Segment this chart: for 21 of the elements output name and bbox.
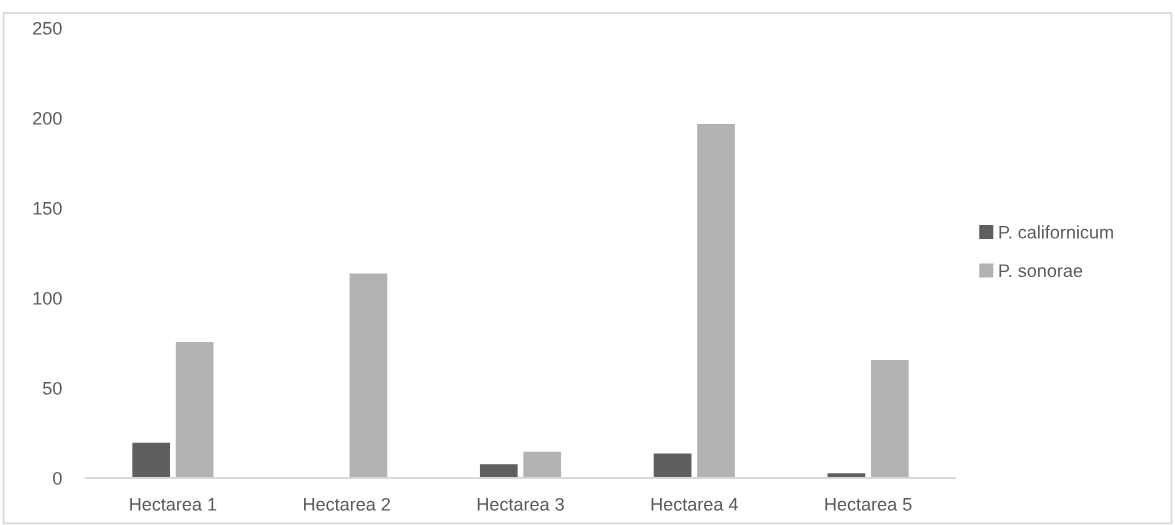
- y-tick-label: 150: [33, 201, 62, 215]
- x-tick-label: Hectarea 4: [651, 498, 738, 511]
- bar: [869, 358, 911, 478]
- x-tick-label: Hectarea 1: [130, 498, 217, 511]
- bar: [348, 272, 389, 478]
- bar: [652, 452, 693, 478]
- y-tick-label: 200: [33, 111, 62, 125]
- bar: [695, 122, 737, 478]
- bar: [521, 450, 563, 478]
- bar: [478, 462, 520, 478]
- y-tick-label: 0: [53, 471, 62, 485]
- bar: [174, 340, 215, 478]
- y-tick-label: 100: [33, 291, 62, 305]
- legend-label: P. californicum: [999, 225, 1113, 239]
- x-tick-label: Hectarea 2: [304, 497, 390, 511]
- y-tick-label: 50: [43, 381, 62, 395]
- legend-label: P. sonorae: [999, 264, 1083, 278]
- y-tick-label: 250: [33, 21, 62, 35]
- bar: [130, 441, 172, 478]
- x-tick-label: Hectarea 3: [477, 497, 564, 511]
- x-tick-label: Hectarea 5: [825, 498, 912, 511]
